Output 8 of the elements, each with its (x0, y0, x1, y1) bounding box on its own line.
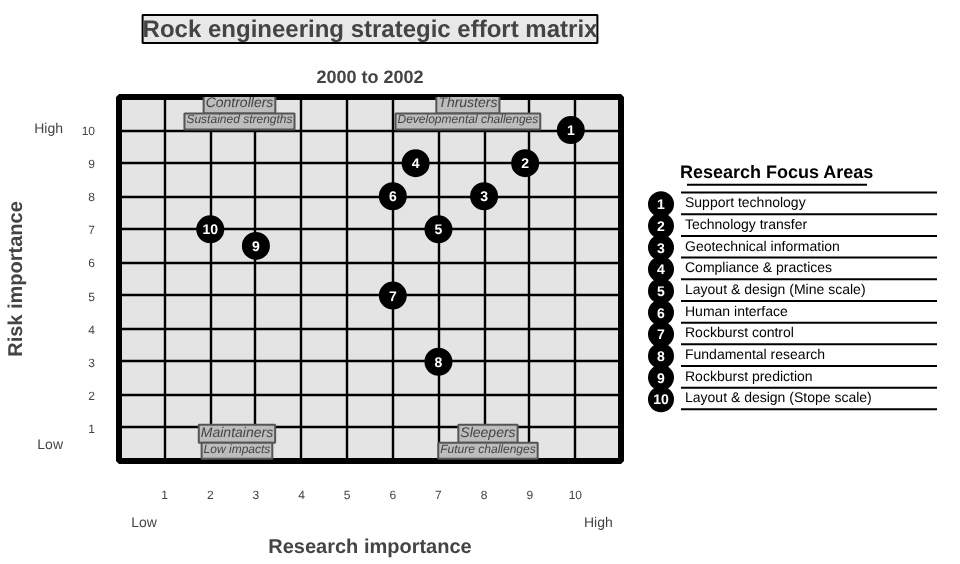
x-axis-title: Research importance (268, 537, 473, 559)
point (511, 149, 540, 178)
chart-subtitle: 2000 to 2002 (316, 67, 424, 87)
point (401, 149, 430, 178)
point (556, 116, 585, 145)
y-axis-title: Risk importance (6, 200, 29, 357)
legend-title: Research Focus Areas (679, 162, 874, 183)
point (378, 281, 407, 310)
